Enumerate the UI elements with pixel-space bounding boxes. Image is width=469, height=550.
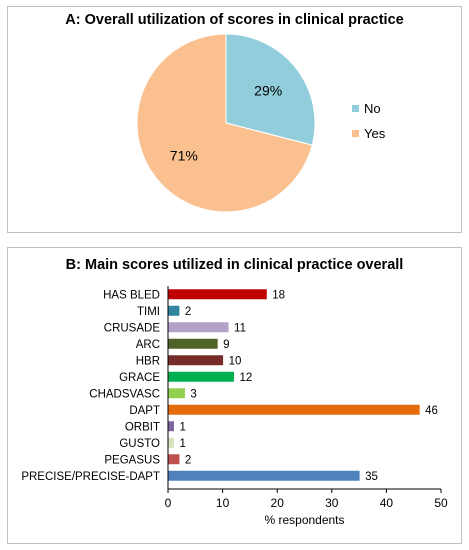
bar-value-label: 9 (223, 339, 229, 351)
bar-dapt (168, 404, 420, 415)
x-tick-label: 20 (271, 496, 285, 510)
pie-slice-label-no: 29% (254, 82, 282, 98)
category-label: ARC (136, 339, 160, 351)
bar-precise-precise-dapt (168, 470, 360, 481)
bar-value-label: 1 (179, 438, 185, 450)
bar-value-label: 2 (185, 306, 191, 318)
bar-hbr (168, 355, 224, 366)
bar-value-label: 35 (365, 471, 378, 483)
pie-slice-label-yes: 71% (170, 148, 198, 164)
bar-value-label: 1 (179, 421, 185, 433)
category-label: GUSTO (119, 438, 160, 450)
pie-slice-yes (136, 33, 313, 213)
bar-value-label: 18 (272, 289, 285, 301)
pie-chart: 29% 71% No Yes (136, 33, 386, 213)
category-label: TIMI (137, 306, 160, 318)
bar-value-label: 10 (229, 355, 242, 367)
bar-value-label: 12 (240, 372, 253, 384)
bar-value-label: 3 (190, 388, 196, 400)
bar-value-label: 46 (425, 405, 438, 417)
category-label: DAPT (129, 405, 160, 417)
legend-swatch-no (352, 105, 359, 112)
bar-crusade (168, 322, 229, 333)
bar-chart-title: B: Main scores utilized in clinical prac… (65, 257, 404, 273)
category-label: HBR (136, 355, 160, 367)
bar-orbit (168, 421, 174, 432)
legend-label-yes: Yes (364, 126, 386, 141)
bar-grace (168, 371, 235, 382)
pie-chart-title: A: Overall utilization of scores in clin… (65, 12, 404, 28)
x-axis-title: % respondents (264, 513, 344, 527)
pie-slice-no (225, 33, 316, 146)
pie-chart-panel: A: Overall utilization of scores in clin… (7, 6, 462, 233)
bar-value-label: 11 (234, 322, 246, 334)
x-tick-label: 10 (216, 496, 230, 510)
bar-has-bled (168, 289, 267, 300)
category-label: ORBIT (125, 421, 160, 433)
x-tick-label: 30 (325, 496, 339, 510)
bar-arc (168, 338, 218, 349)
category-label: GRACE (119, 372, 160, 384)
bar-pegasus (168, 454, 180, 465)
bar-gusto (168, 437, 174, 448)
category-label: PEGASUS (104, 454, 160, 466)
bar-value-label: 2 (185, 454, 191, 466)
category-label: CRUSADE (104, 322, 161, 334)
legend-label-no: No (364, 101, 381, 116)
category-label: PRECISE/PRECISE-DAPT (21, 471, 160, 483)
legend-swatch-yes (352, 130, 359, 137)
category-label: CHADSVASC (89, 388, 160, 400)
bar-chart-panel: B: Main scores utilized in clinical prac… (7, 247, 462, 544)
x-tick-label: 0 (165, 496, 172, 510)
x-tick-label: 40 (380, 496, 394, 510)
x-tick-label: 50 (434, 496, 448, 510)
bar-chadsvasc (168, 388, 185, 399)
category-label: HAS BLED (103, 289, 160, 301)
bar-timi (168, 305, 180, 316)
